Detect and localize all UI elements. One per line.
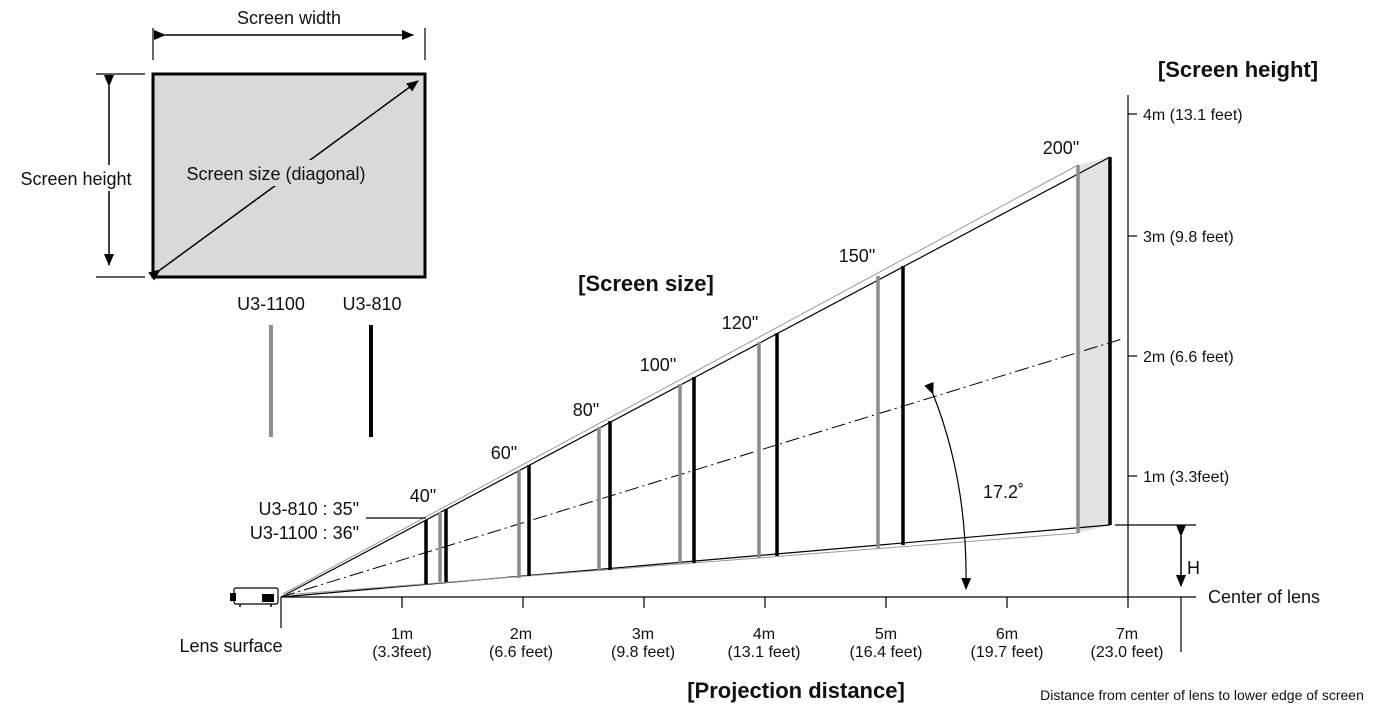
size-label-150: 150" (839, 246, 875, 266)
distance-tick-3m: 3m (632, 626, 654, 643)
screen-position-bars (424, 157, 1112, 584)
height-tick-4m: 4m (13.1 feet) (1143, 107, 1243, 124)
distance-tick-2m-ft: (6.6 feet) (489, 644, 553, 661)
screen-side-area (1078, 157, 1110, 533)
size-label-100: 100" (640, 355, 676, 375)
distance-tick-3m-ft: (9.8 feet) (611, 644, 675, 661)
screen-diagonal-label: Screen size (diagonal) (186, 164, 365, 184)
projection-angle: 17.2˚ (924, 381, 1024, 590)
height-tick-2m: 2m (6.6 feet) (1143, 349, 1234, 366)
min-size-u3-810: U3-810 : 35" (259, 499, 359, 519)
offset-h-label: H (1187, 558, 1200, 578)
lens-surface-label: Lens surface (179, 636, 282, 656)
distance-tick-4m-ft: (13.1 feet) (728, 644, 801, 661)
distance-tick-7m-ft: (23.0 feet) (1091, 644, 1164, 661)
projection-distance-axis: 1m (3.3feet) 2m (6.6 feet) 3m (9.8 feet)… (280, 596, 1196, 661)
screen-height-axis: 4m (13.1 feet) 3m (9.8 feet) 2m (6.6 fee… (1127, 95, 1243, 597)
center-of-lens-label: Center of lens (1208, 587, 1320, 607)
distance-tick-5m-ft: (16.4 feet) (850, 644, 923, 661)
distance-tick-1m: 1m (391, 626, 413, 643)
distance-tick-5m: 5m (875, 626, 897, 643)
height-tick-3m: 3m (9.8 feet) (1143, 229, 1234, 246)
legend-u3-1100-label: U3-1100 (237, 294, 305, 314)
size-label-40: 40" (410, 486, 436, 506)
size-label-200: 200" (1043, 138, 1079, 158)
distance-note: Distance from center of lens to lower ed… (1040, 687, 1364, 703)
minimum-size-callout: U3-810 : 35" U3-1100 : 36" (250, 499, 426, 543)
projector-icon (230, 587, 279, 607)
size-label-60: 60" (491, 443, 517, 463)
screen-height-title: [Screen height] (1158, 57, 1318, 82)
min-size-u3-1100: U3-1100 : 36" (250, 523, 359, 543)
size-label-120: 120" (722, 313, 758, 333)
distance-tick-2m: 2m (510, 626, 532, 643)
screen-size-title: [Screen size] (578, 271, 714, 296)
distance-tick-1m-ft: (3.3feet) (372, 644, 432, 661)
distance-tick-7m: 7m (1116, 626, 1138, 643)
lens-offset-dimension: H Center of lens (1115, 524, 1320, 652)
angle-label: 17.2˚ (983, 482, 1024, 502)
model-legend: U3-1100 U3-810 (237, 294, 402, 437)
size-label-80: 80" (573, 400, 599, 420)
distance-tick-6m: 6m (996, 626, 1018, 643)
projection-distance-title: [Projection distance] (687, 678, 905, 703)
screen-width-label: Screen width (237, 8, 341, 28)
distance-tick-6m-ft: (19.7 feet) (971, 644, 1044, 661)
screen-illustration: Screen width Screen height Screen size (… (4, 8, 427, 281)
projection-center-line (280, 338, 1123, 598)
screen-size-labels: 40" 60" 80" 100" 120" 150" 200" (410, 138, 1079, 506)
height-tick-1m: 1m (3.3feet) (1143, 469, 1229, 486)
angle-arc (924, 381, 972, 590)
legend-u3-810-label: U3-810 (342, 294, 401, 314)
distance-tick-4m: 4m (753, 626, 775, 643)
screen-height-label: Screen height (20, 169, 131, 189)
